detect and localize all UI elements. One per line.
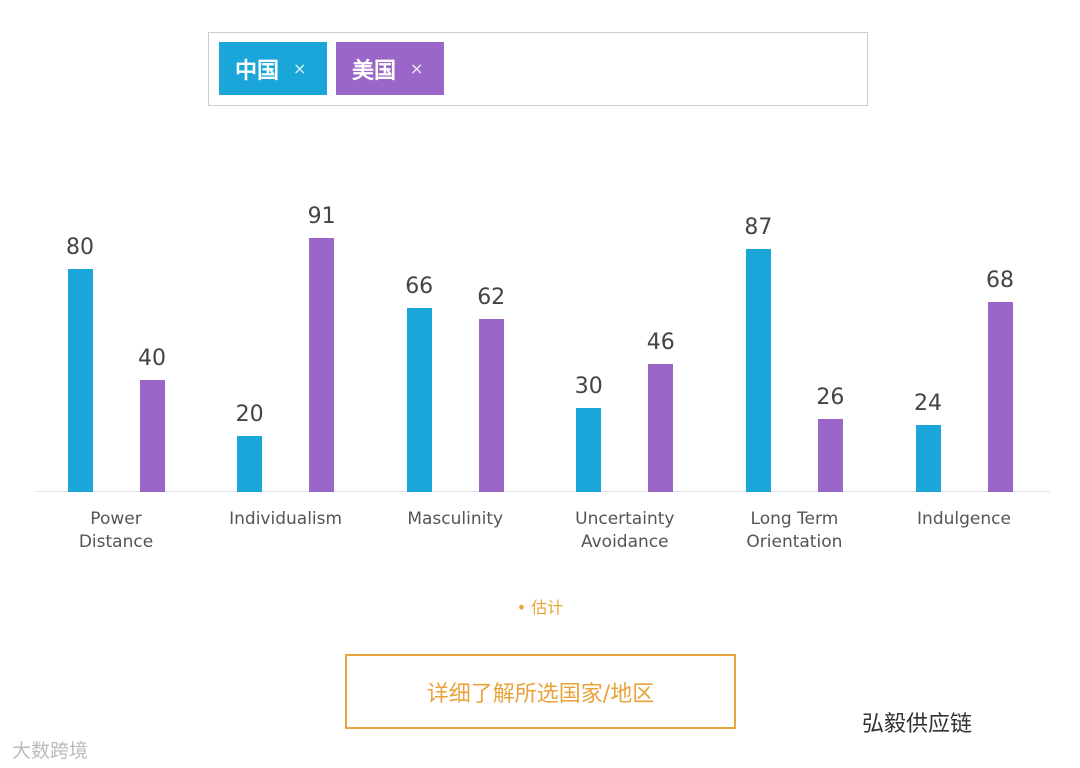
value-label: 62 [477,285,506,311]
tag[interactable]: 中国 × [219,42,327,95]
bar [576,408,602,492]
country-selector[interactable] [208,32,868,106]
bar [139,380,165,492]
x-tick-label: Indulgence [917,509,1011,529]
watermark: 弘毅供应链 [862,712,973,737]
tag-close[interactable]: × [293,59,307,78]
value-label: 80 [66,234,94,260]
tag-label: 中国 [235,58,280,84]
tag[interactable]: 美国 × [336,42,444,95]
bar [987,302,1013,492]
x-tick-label: Uncertainty Avoidance [575,509,675,552]
note-text: 估计 [531,598,564,617]
x-tick-label: Long Term Orientation [746,509,843,552]
x-tick-label: Masculinity [407,509,504,529]
x-tick-label: Individualism [229,509,343,529]
x-tick-label: Power Distance [78,509,154,552]
bar [406,307,432,492]
value-label: 40 [138,346,166,372]
bar [817,419,843,492]
bar [648,363,674,492]
value-label: 87 [744,215,773,241]
bar [745,249,771,492]
value-label: 30 [574,374,603,400]
details-button[interactable]: 详细了解所选国家/地区 [345,654,736,729]
bar [67,268,93,492]
bar [478,319,504,492]
tag-close[interactable]: × [410,59,424,78]
bar [237,436,263,492]
value-label: 24 [914,391,942,417]
bar [309,238,335,492]
value-label: 68 [986,268,1014,294]
legend-note: • 估计 [516,598,564,617]
bar [915,425,941,492]
value-label: 66 [405,273,434,299]
value-label: 26 [816,385,845,411]
value-label: 20 [235,402,264,428]
watermark: 大数跨境 [12,740,89,762]
value-label: 91 [307,204,336,230]
value-label: 46 [646,329,675,355]
tag-label: 美国 [352,58,397,84]
baseline [35,491,1050,492]
